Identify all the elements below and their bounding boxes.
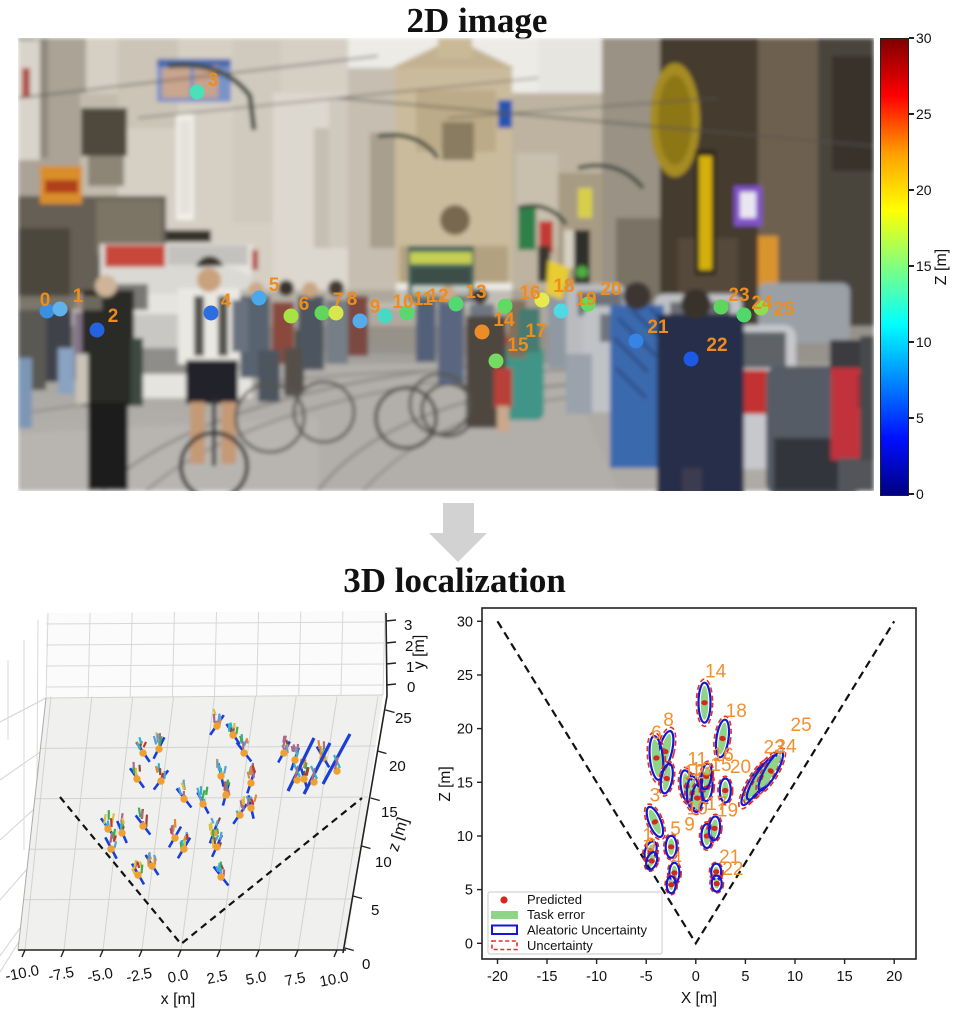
svg-text:14: 14 xyxy=(705,662,727,683)
svg-text:3: 3 xyxy=(404,617,412,634)
svg-text:Uncertainty: Uncertainty xyxy=(527,938,593,953)
svg-text:5: 5 xyxy=(670,819,681,840)
svg-text:-20: -20 xyxy=(487,969,508,985)
svg-text:2: 2 xyxy=(108,306,119,327)
svg-text:3: 3 xyxy=(208,70,219,91)
svg-text:20: 20 xyxy=(457,722,473,738)
svg-text:2: 2 xyxy=(405,638,413,655)
svg-text:24: 24 xyxy=(775,737,797,758)
svg-text:18: 18 xyxy=(726,701,747,722)
svg-text:5: 5 xyxy=(269,275,280,296)
svg-text:25: 25 xyxy=(791,715,812,736)
svg-text:10.0: 10.0 xyxy=(318,968,350,990)
svg-text:15: 15 xyxy=(710,755,731,776)
svg-text:8: 8 xyxy=(347,289,358,310)
svg-text:2.5: 2.5 xyxy=(205,967,229,988)
svg-text:13: 13 xyxy=(465,282,486,303)
svg-text:0: 0 xyxy=(465,936,473,952)
svg-text:15: 15 xyxy=(381,804,398,821)
svg-text:x [m]: x [m] xyxy=(161,991,196,1008)
svg-text:4: 4 xyxy=(671,849,682,870)
svg-text:21: 21 xyxy=(647,317,669,338)
svg-text:23: 23 xyxy=(764,738,785,759)
svg-text:0: 0 xyxy=(692,969,700,985)
svg-text:-5: -5 xyxy=(640,969,653,985)
svg-text:22: 22 xyxy=(722,859,743,880)
svg-text:6: 6 xyxy=(299,294,310,315)
svg-text:20: 20 xyxy=(730,757,751,778)
svg-text:15: 15 xyxy=(507,335,529,356)
svg-text:17: 17 xyxy=(706,794,727,815)
svg-text:-7.5: -7.5 xyxy=(47,964,76,986)
svg-text:9: 9 xyxy=(370,297,381,318)
svg-text:20: 20 xyxy=(389,758,406,775)
svg-text:24: 24 xyxy=(751,293,773,314)
svg-text:16: 16 xyxy=(519,283,540,304)
svg-text:11: 11 xyxy=(413,289,434,310)
svg-text:-15: -15 xyxy=(537,969,558,985)
svg-text:18: 18 xyxy=(553,276,574,297)
svg-text:Aleatoric Uncertainty: Aleatoric Uncertainty xyxy=(527,923,647,938)
svg-text:9: 9 xyxy=(684,815,695,836)
svg-text:y [m]: y [m] xyxy=(411,635,428,670)
svg-text:5: 5 xyxy=(741,969,749,985)
svg-text:0: 0 xyxy=(407,679,415,696)
svg-text:10: 10 xyxy=(687,798,708,819)
svg-text:20: 20 xyxy=(600,279,621,300)
svg-text:10: 10 xyxy=(375,854,392,871)
svg-text:z [m]: z [m] xyxy=(385,815,412,853)
svg-text:23: 23 xyxy=(728,285,749,306)
svg-text:19: 19 xyxy=(717,801,738,822)
svg-text:17: 17 xyxy=(525,321,546,342)
svg-text:1: 1 xyxy=(73,286,84,307)
svg-text:13: 13 xyxy=(691,759,712,780)
svg-text:-5.0: -5.0 xyxy=(86,965,115,987)
svg-text:5: 5 xyxy=(465,883,473,899)
svg-text:5.0: 5.0 xyxy=(244,968,268,989)
svg-text:14: 14 xyxy=(493,310,515,331)
svg-text:19: 19 xyxy=(575,289,596,310)
svg-text:25: 25 xyxy=(773,299,795,320)
svg-text:-10.0: -10.0 xyxy=(4,962,41,985)
svg-text:6: 6 xyxy=(651,723,662,744)
svg-text:5: 5 xyxy=(371,902,379,919)
svg-text:1: 1 xyxy=(406,659,414,676)
svg-text:12: 12 xyxy=(683,763,704,784)
svg-text:10: 10 xyxy=(787,969,803,985)
svg-text:Predicted: Predicted xyxy=(527,892,582,907)
svg-text:0: 0 xyxy=(362,956,370,973)
svg-text:12: 12 xyxy=(427,286,448,307)
svg-text:15: 15 xyxy=(457,775,473,791)
svg-text:Z [m]: Z [m] xyxy=(437,766,454,801)
svg-text:X [m]: X [m] xyxy=(681,990,717,1007)
svg-text:11: 11 xyxy=(687,750,707,771)
svg-text:-2.5: -2.5 xyxy=(125,965,154,987)
svg-text:25: 25 xyxy=(395,710,412,727)
svg-text:15: 15 xyxy=(837,969,853,985)
svg-text:0: 0 xyxy=(645,835,656,856)
svg-text:Task error: Task error xyxy=(527,907,585,922)
svg-text:25: 25 xyxy=(457,668,473,684)
svg-text:1: 1 xyxy=(643,825,654,846)
svg-text:21: 21 xyxy=(719,847,740,868)
svg-text:20: 20 xyxy=(886,969,902,985)
svg-text:8: 8 xyxy=(663,710,674,731)
svg-text:10: 10 xyxy=(392,292,413,313)
svg-text:30: 30 xyxy=(457,614,473,630)
svg-text:7: 7 xyxy=(333,290,344,311)
svg-text:22: 22 xyxy=(706,335,727,356)
svg-text:4: 4 xyxy=(221,291,232,312)
svg-text:0: 0 xyxy=(40,290,51,311)
svg-text:7.5: 7.5 xyxy=(283,969,307,990)
svg-text:-10: -10 xyxy=(586,969,607,985)
svg-text:0.0: 0.0 xyxy=(166,966,190,987)
svg-text:16: 16 xyxy=(713,745,734,766)
svg-text:10: 10 xyxy=(457,829,473,845)
svg-text:3: 3 xyxy=(650,785,661,806)
